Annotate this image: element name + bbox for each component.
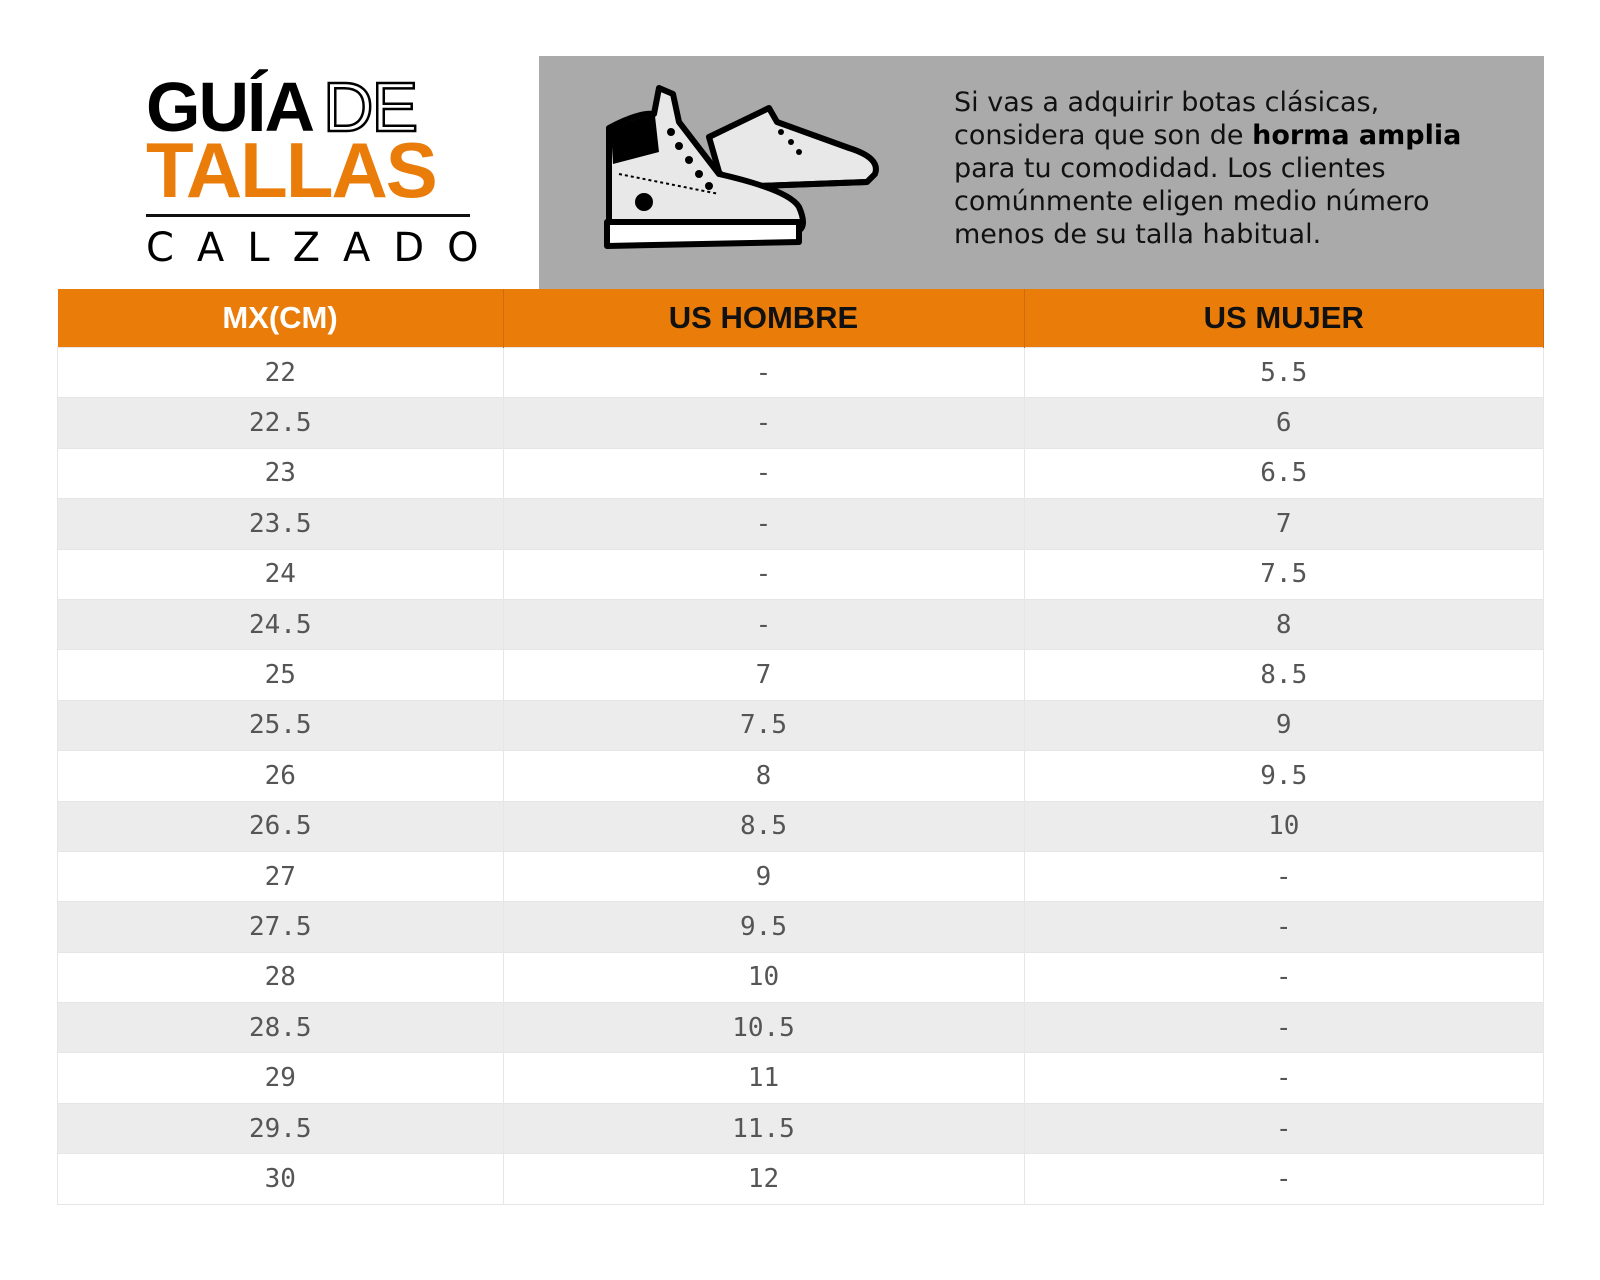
table-row: 23-6.5 [57,447,1544,500]
logo-de: DE [322,68,420,146]
logo-tallas: TALLAS [146,126,438,214]
cell-mx: 24.5 [57,598,504,651]
cell-mx: 26 [57,750,504,802]
table-row: 26 8 9.5 [57,750,1544,802]
logo: GUÍA DE TALLAS CALZADO [146,71,502,271]
cell-mx: 29 [57,1052,504,1104]
cell-mx: 29.5 [57,1102,504,1155]
note-bold: horma amplia [1252,120,1462,151]
table-row: 28 10- [57,951,1544,1004]
cell-mx: 25 [57,649,504,701]
table-row: 27.5 9.5- [57,901,1544,953]
cell-us-hombre: 9.5 [502,901,1025,953]
cell-us-mujer: 9.5 [1023,750,1544,802]
cell-us-hombre: 7 [502,649,1025,701]
cell-us-hombre: 11 [502,1052,1025,1104]
note-text: Si vas a adquirir botas clásicas, consid… [954,87,1380,151]
cell-us-hombre: - [502,498,1025,550]
cell-us-hombre: 8.5 [502,800,1025,852]
cell-us-hombre: 9 [502,850,1025,903]
cell-us-hombre: 8 [502,750,1025,802]
cell-mx: 27.5 [57,901,504,953]
table-row: 22.5-6 [57,397,1544,449]
cell-us-mujer: - [1023,951,1544,1004]
cell-us-mujer: - [1023,1153,1544,1205]
cell-mx: 22 [57,346,504,399]
cell-mx: 30 [57,1153,504,1205]
table-row: 27 9- [57,850,1544,903]
table-row: 25 7 8.5 [57,649,1544,701]
cell-us-hombre: 10.5 [502,1002,1025,1054]
cell-us-mujer: 8.5 [1023,649,1544,701]
cell-us-mujer: 7.5 [1023,548,1544,600]
table-row: 24.5-8 [57,598,1544,651]
cell-mx: 28 [57,951,504,1004]
cell-mx: 23.5 [57,498,504,550]
cell-us-mujer: 5.5 [1023,346,1544,399]
cell-us-hombre: 10 [502,951,1025,1004]
table-row: 23.5-7 [57,498,1544,550]
table-row: 22-5.5 [57,346,1544,399]
note-text-end: para tu comodidad. Los clientes comúnmen… [954,153,1430,250]
cell-us-mujer: 6.5 [1023,447,1544,500]
table-row: 25.5 7.5 9 [57,699,1544,752]
cell-us-hombre: - [502,346,1025,399]
cell-us-hombre: - [502,447,1025,500]
cell-us-mujer: 6 [1023,397,1544,449]
table-row: 30 12- [57,1153,1544,1205]
size-table: MX(CM) US HOMBRE US MUJER 22-5.5 22.5-6 23… [57,289,1544,1205]
cell-mx: 24 [57,548,504,600]
cell-us-mujer: 10 [1023,800,1544,852]
cell-us-hombre: 7.5 [502,699,1025,752]
table-row: 28.5 10.5- [57,1002,1544,1054]
cell-us-hombre: - [502,397,1025,449]
table-row: 29 11- [57,1052,1544,1104]
cell-mx: 22.5 [57,397,504,449]
header-us-mujer: US MUJER [1024,289,1544,348]
cell-us-mujer: - [1023,1002,1544,1054]
cell-us-mujer: - [1023,1052,1544,1104]
logo-calzado: CALZADO [146,225,502,271]
cell-us-mujer: - [1023,901,1544,953]
logo-divider [146,214,470,217]
table-row: 29.5 11.5- [57,1102,1544,1155]
fit-note: Si vas a adquirir botas clásicas, consid… [954,86,1514,251]
cell-mx: 28.5 [57,1002,504,1054]
cell-mx: 25.5 [57,699,504,752]
table-row: 24-7.5 [57,548,1544,600]
cell-us-mujer: 7 [1023,498,1544,550]
table-row: 26.5 8.5 10 [57,800,1544,852]
cell-us-hombre: - [502,598,1025,651]
info-panel: Si vas a adquirir botas clásicas, consid… [539,56,1544,289]
cell-us-hombre: 11.5 [502,1102,1025,1155]
cell-us-hombre: 12 [502,1153,1025,1205]
boots-icon [604,85,879,249]
header-mx: MX(CM) [57,289,504,348]
logo-guia: GUÍA [146,68,315,146]
cell-us-mujer: - [1023,850,1544,903]
table-header: MX(CM) US HOMBRE US MUJER [57,289,1544,348]
cell-mx: 23 [57,447,504,500]
cell-us-hombre: - [502,548,1025,600]
cell-us-mujer: 8 [1023,598,1544,651]
cell-us-mujer: 9 [1023,699,1544,752]
cell-us-mujer: - [1023,1102,1544,1155]
cell-mx: 27 [57,850,504,903]
cell-mx: 26.5 [57,800,504,852]
header-us-hombre: US HOMBRE [503,289,1025,348]
